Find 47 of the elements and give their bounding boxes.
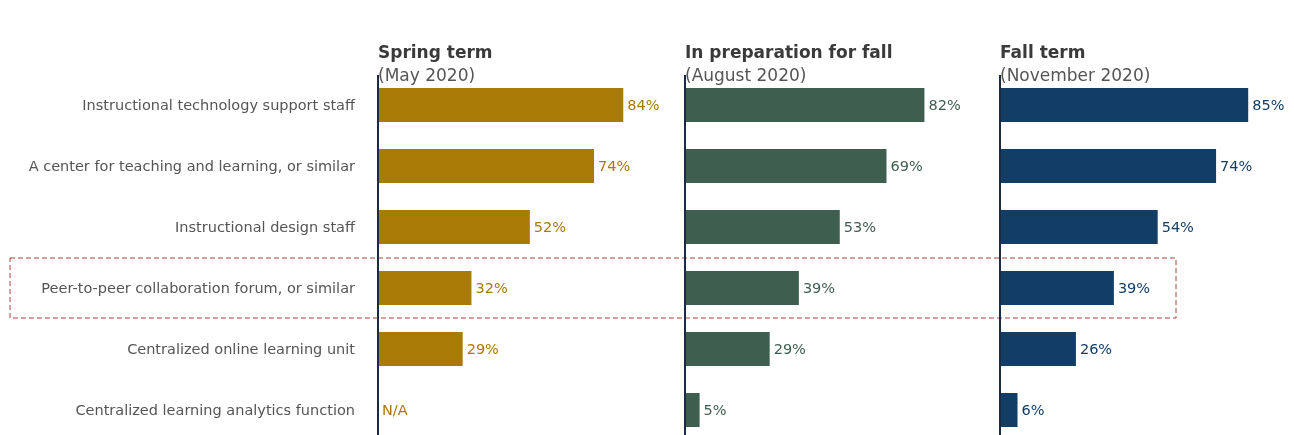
data-label: 82% bbox=[928, 97, 961, 114]
chart-title: In preparation for fall bbox=[685, 42, 893, 62]
y-tick-label: Centralized online learning unit bbox=[127, 341, 356, 358]
bar bbox=[378, 88, 624, 122]
y-tick-label: A center for teaching and learning, or similar bbox=[28, 158, 356, 175]
bar bbox=[685, 210, 840, 244]
data-label: 69% bbox=[890, 158, 923, 175]
y-tick-label: Peer-to-peer collaboration forum, or similar bbox=[41, 280, 356, 297]
bar bbox=[685, 149, 887, 183]
bar bbox=[378, 149, 595, 183]
chart-subtitle: (May 2020) bbox=[378, 65, 476, 85]
chart-title: Spring term bbox=[378, 42, 493, 62]
text: N/A bbox=[382, 402, 408, 419]
data-label: 52% bbox=[533, 219, 567, 236]
data-label: 39% bbox=[802, 280, 836, 297]
bar bbox=[1000, 210, 1158, 244]
bar bbox=[685, 271, 799, 305]
data-label: 29% bbox=[773, 341, 806, 358]
bar bbox=[378, 332, 463, 366]
data-label: 54% bbox=[1161, 219, 1194, 236]
data-label: 29% bbox=[466, 341, 499, 358]
data-label: 84% bbox=[627, 97, 660, 114]
bar bbox=[685, 88, 925, 122]
chart-subtitle: (August 2020) bbox=[685, 65, 807, 85]
bar bbox=[1000, 88, 1249, 122]
data-label: 74% bbox=[1220, 158, 1253, 175]
bar bbox=[685, 393, 700, 427]
data-label: 26% bbox=[1079, 341, 1113, 358]
bar bbox=[1000, 271, 1114, 305]
chart-title: Fall term bbox=[1000, 42, 1086, 62]
data-label: 74% bbox=[598, 158, 631, 175]
y-tick-label: Instructional design staff bbox=[175, 219, 356, 236]
bar bbox=[378, 271, 472, 305]
bar bbox=[378, 210, 530, 244]
bar bbox=[685, 332, 770, 366]
data-label: 53% bbox=[843, 219, 876, 236]
y-tick-label: Centralized learning analytics function bbox=[75, 402, 355, 419]
data-label: 85% bbox=[1252, 97, 1285, 114]
chart-subtitle: (November 2020) bbox=[1000, 65, 1151, 85]
bar bbox=[1000, 393, 1018, 427]
data-label: 39% bbox=[1117, 280, 1151, 297]
y-tick-label: Instructional technology support staff bbox=[82, 97, 356, 114]
data-label: 5% bbox=[703, 402, 727, 419]
bar bbox=[1000, 332, 1076, 366]
bar bbox=[1000, 149, 1217, 183]
data-label: 6% bbox=[1021, 402, 1045, 419]
data-label: 32% bbox=[475, 280, 508, 297]
